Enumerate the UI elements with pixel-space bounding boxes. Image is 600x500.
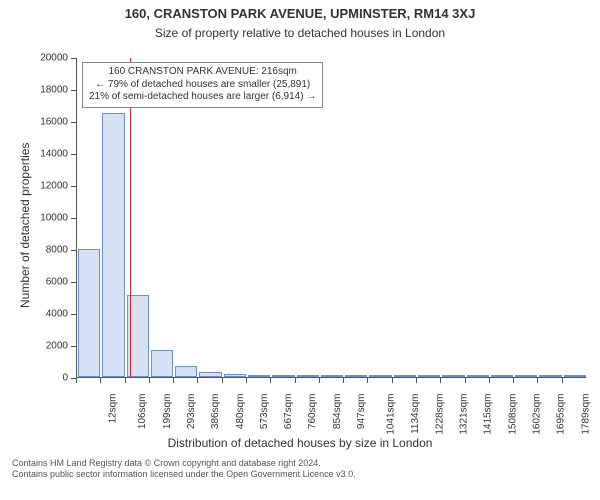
- xtick-mark: [173, 378, 174, 383]
- histogram-bar: [369, 375, 391, 377]
- xtick-mark: [465, 378, 466, 383]
- xtick-label: 760sqm: [308, 394, 319, 430]
- histogram-bar: [78, 249, 100, 377]
- ytick-mark: [71, 282, 76, 283]
- ytick-mark: [71, 186, 76, 187]
- ytick-label: 18000: [26, 85, 68, 96]
- xtick-label: 573sqm: [259, 394, 270, 430]
- footer: Contains HM Land Registry data © Crown c…: [0, 458, 600, 481]
- xtick-mark: [76, 378, 77, 383]
- xtick-label: 386sqm: [210, 394, 221, 430]
- ytick-label: 12000: [26, 181, 68, 192]
- histogram-bar: [272, 375, 294, 377]
- ytick-label: 0: [26, 373, 68, 384]
- histogram-bar: [345, 375, 367, 377]
- xtick-label: 1602sqm: [532, 394, 543, 435]
- xtick-label: 667sqm: [283, 394, 294, 430]
- xtick-mark: [392, 378, 393, 383]
- annotation-line-1: 160 CRANSTON PARK AVENUE: 216sqm: [89, 66, 316, 79]
- xtick-mark: [343, 378, 344, 383]
- chart-subtitle: Size of property relative to detached ho…: [0, 26, 600, 40]
- xtick-label: 1508sqm: [507, 394, 518, 435]
- xtick-label: 199sqm: [162, 394, 173, 430]
- xtick-label: 1695sqm: [556, 394, 567, 435]
- xtick-label: 106sqm: [138, 394, 149, 430]
- ytick-label: 10000: [26, 213, 68, 224]
- xtick-mark: [295, 378, 296, 383]
- xtick-mark: [440, 378, 441, 383]
- ytick-mark: [71, 122, 76, 123]
- xtick-mark: [125, 378, 126, 383]
- xtick-mark: [489, 378, 490, 383]
- annotation-line-2: ← 79% of detached houses are smaller (25…: [89, 79, 316, 92]
- xtick-mark: [562, 378, 563, 383]
- ytick-mark: [71, 154, 76, 155]
- chart-title: 160, CRANSTON PARK AVENUE, UPMINSTER, RM…: [0, 6, 600, 21]
- xtick-mark: [416, 378, 417, 383]
- ytick-mark: [71, 90, 76, 91]
- annotation-line-3: 21% of semi-detached houses are larger (…: [89, 91, 316, 104]
- annotation-box: 160 CRANSTON PARK AVENUE: 216sqm ← 79% o…: [82, 62, 323, 108]
- xtick-mark: [149, 378, 150, 383]
- ytick-mark: [71, 314, 76, 315]
- histogram-bar: [539, 375, 561, 377]
- histogram-bar: [442, 375, 464, 377]
- ytick-mark: [71, 346, 76, 347]
- ytick-label: 20000: [26, 53, 68, 64]
- ytick-label: 8000: [26, 245, 68, 256]
- histogram-bar: [394, 375, 416, 377]
- histogram-bar: [418, 375, 440, 377]
- histogram-bar: [515, 375, 537, 377]
- histogram-bar: [102, 113, 124, 377]
- x-axis-label: Distribution of detached houses by size …: [0, 436, 600, 450]
- ytick-mark: [71, 218, 76, 219]
- xtick-mark: [513, 378, 514, 383]
- xtick-mark: [537, 378, 538, 383]
- xtick-label: 1228sqm: [434, 394, 445, 435]
- histogram-bar: [321, 375, 343, 377]
- ytick-label: 2000: [26, 341, 68, 352]
- histogram-bar: [491, 375, 513, 377]
- xtick-label: 1415sqm: [483, 394, 494, 435]
- ytick-label: 16000: [26, 117, 68, 128]
- ytick-mark: [71, 250, 76, 251]
- histogram-bar: [175, 366, 197, 377]
- xtick-mark: [222, 378, 223, 383]
- footer-line-1: Contains HM Land Registry data © Crown c…: [0, 458, 600, 469]
- xtick-mark: [246, 378, 247, 383]
- xtick-label: 1041sqm: [386, 394, 397, 435]
- ytick-label: 4000: [26, 309, 68, 320]
- histogram-bar: [199, 372, 221, 377]
- xtick-label: 293sqm: [186, 394, 197, 430]
- xtick-label: 1789sqm: [580, 394, 591, 435]
- histogram-bar: [151, 350, 173, 377]
- xtick-label: 12sqm: [108, 394, 119, 424]
- histogram-bar: [467, 375, 489, 377]
- xtick-mark: [197, 378, 198, 383]
- xtick-label: 947sqm: [356, 394, 367, 430]
- xtick-label: 1134sqm: [409, 394, 420, 434]
- ytick-mark: [71, 58, 76, 59]
- ytick-label: 6000: [26, 277, 68, 288]
- xtick-mark: [270, 378, 271, 383]
- xtick-label: 854sqm: [332, 394, 343, 430]
- histogram-bar: [564, 375, 586, 377]
- xtick-label: 480sqm: [235, 394, 246, 430]
- xtick-mark: [367, 378, 368, 383]
- footer-line-2: Contains public sector information licen…: [0, 469, 600, 480]
- histogram-bar: [224, 374, 246, 377]
- histogram-bar: [248, 375, 270, 377]
- xtick-mark: [319, 378, 320, 383]
- histogram-bar: [297, 375, 319, 377]
- ytick-label: 14000: [26, 149, 68, 160]
- xtick-mark: [100, 378, 101, 383]
- xtick-label: 1321sqm: [459, 394, 470, 435]
- figure: 160, CRANSTON PARK AVENUE, UPMINSTER, RM…: [0, 0, 600, 500]
